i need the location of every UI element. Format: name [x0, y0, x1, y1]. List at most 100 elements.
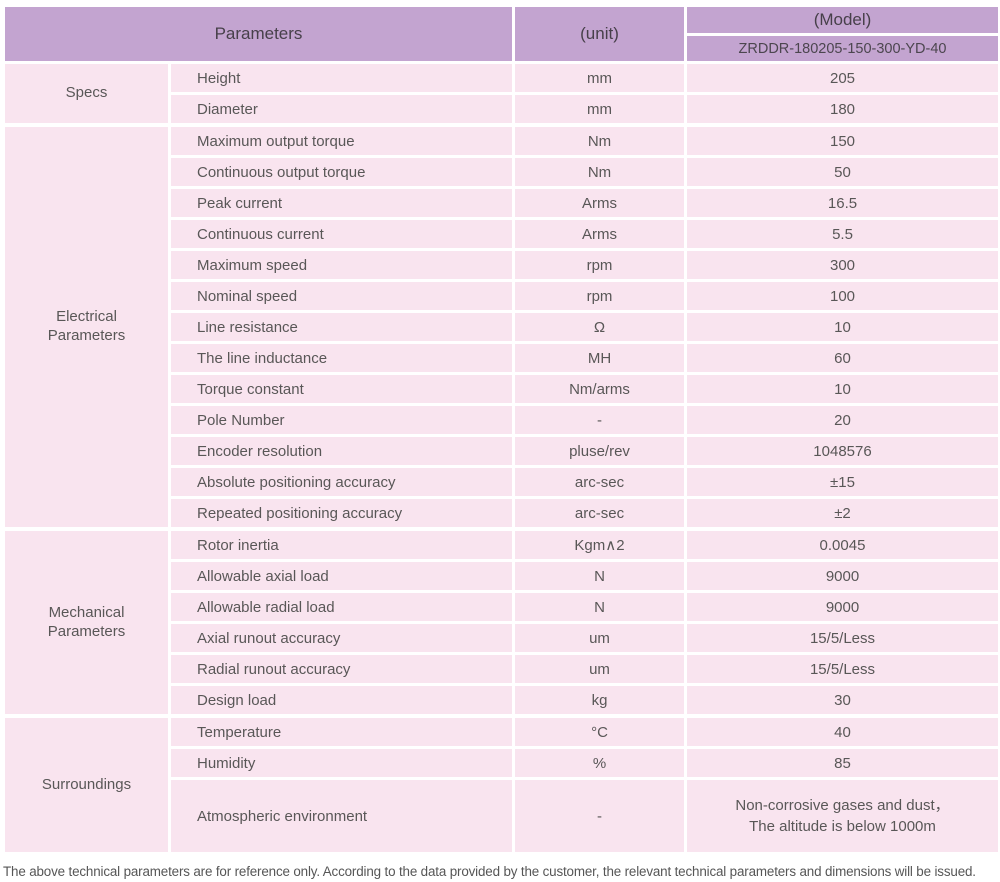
param-cell: Allowable radial load — [168, 590, 515, 624]
table-row: Repeated positioning accuracy arc-sec ±2 — [4, 496, 1000, 531]
unit-cell: Nm/arms — [512, 372, 687, 406]
unit-cell: Arms — [512, 217, 687, 251]
unit-cell: mm — [512, 92, 687, 127]
table-row: Pole Number -20 — [4, 403, 1000, 437]
value-cell: ±15 — [684, 465, 1000, 499]
table-row: Axial runout accuracy um 15/5/Less — [4, 621, 1000, 655]
table-row: Specs Height mm 205 — [2, 61, 1000, 127]
param-cell: Torque constant — [168, 372, 515, 406]
unit-cell: arc-sec — [512, 496, 687, 531]
footnote-text: The above technical parameters are for r… — [3, 864, 976, 879]
param-cell: Peak current — [168, 186, 515, 220]
value-cell: 5.5 — [684, 217, 1000, 251]
unit-cell: arc-sec — [512, 465, 687, 499]
table-body: Specs Height mm 205 Diameter mm 180 Electrical … — [2, 61, 1000, 855]
param-cell: The line inductance — [168, 341, 515, 375]
spec-sheet: Parameters (unit) (Model) ZRDDR-180205-1… — [2, 4, 1000, 879]
table-row: Continuous output torque Nm 50 — [4, 155, 1000, 189]
unit-cell: - — [512, 777, 687, 855]
table-row: Absolute positioning accuracy arc-sec ±15 — [4, 465, 1000, 499]
unit-cell: rpm — [512, 248, 687, 282]
table-row: Design load kg 30 — [4, 683, 1000, 718]
param-cell: Nominal speed — [168, 279, 515, 313]
param-cell: Allowable axial load — [168, 559, 515, 593]
value-cell: 9000 — [684, 590, 1000, 624]
table-row: Allowable axial load N 9000 — [4, 559, 1000, 593]
param-cell: Height — [168, 61, 515, 95]
value-cell: 10 — [684, 310, 1000, 344]
model-value-cell: ZRDDR-180205-150-300-YD-40 — [684, 33, 1000, 64]
table-header: Parameters (unit) (Model) ZRDDR-180205-1… — [2, 4, 1000, 64]
value-cell: 40 — [684, 714, 1000, 749]
param-cell: Line resistance — [168, 310, 515, 344]
category-cell: Electrical Parameters — [2, 123, 171, 531]
unit-cell: mm — [512, 61, 687, 95]
spec-table: Parameters (unit) (Model) ZRDDR-180205-1… — [2, 4, 1000, 855]
value-cell: 85 — [684, 746, 1000, 780]
value-cell: 50 — [684, 155, 1000, 189]
unit-cell: N — [512, 559, 687, 593]
category-cell: Mechanical Parameters — [2, 527, 171, 718]
value-cell: 15/5/Less — [684, 621, 1000, 655]
category-cell: Surroundings — [2, 714, 171, 855]
value-cell: Non-corrosive gases and dust， The altitu… — [684, 777, 1000, 855]
param-cell: Radial runout accuracy — [168, 652, 515, 686]
table-row: Humidity% 85 — [4, 746, 1000, 780]
value-cell: 30 — [684, 683, 1000, 718]
table-row: Line resistance Ω 10 — [4, 310, 1000, 344]
unit-header-cell: (unit) — [512, 4, 687, 64]
table-row: Nominal speed rpm 100 — [4, 279, 1000, 313]
param-cell: Axial runout accuracy — [168, 621, 515, 655]
param-cell: Atmospheric environment — [168, 777, 515, 855]
value-cell: 20 — [684, 403, 1000, 437]
table-row: Continuous current Arms 5.5 — [4, 217, 1000, 251]
parameters-header-cell: Parameters — [2, 4, 515, 64]
param-cell: Maximum speed — [168, 248, 515, 282]
value-cell: 180 — [684, 92, 1000, 127]
table-row: Encoder resolution pluse/rev 1048576 — [4, 434, 1000, 468]
value-cell: 10 — [684, 372, 1000, 406]
param-cell: Continuous output torque — [168, 155, 515, 189]
unit-cell: Arms — [512, 186, 687, 220]
unit-cell: um — [512, 652, 687, 686]
table-row: Atmospheric environment - Non-corrosive ga… — [4, 777, 1000, 855]
value-cell: 100 — [684, 279, 1000, 313]
param-cell: Humidity — [168, 746, 515, 780]
param-cell: Repeated positioning accuracy — [168, 496, 515, 531]
value-cell: 60 — [684, 341, 1000, 375]
unit-cell: % — [512, 746, 687, 780]
param-cell: Temperature — [168, 714, 515, 749]
unit-cell: um — [512, 621, 687, 655]
table-row: Electrical Parameters Maximum output torq… — [2, 123, 1000, 531]
value-cell: 16.5 — [684, 186, 1000, 220]
unit-cell: MH — [512, 341, 687, 375]
value-cell: 300 — [684, 248, 1000, 282]
unit-cell: kg — [512, 683, 687, 718]
table-row: Surroundings Temperature °C 40 — [2, 714, 1000, 855]
value-cell: 205 — [684, 61, 1000, 95]
param-cell: Maximum output torque — [168, 123, 515, 158]
header-row-2: ZRDDR-180205-150-300-YD-40 — [4, 33, 1000, 64]
table-row: Peak current Arms 16.5 — [4, 186, 1000, 220]
param-cell: Diameter — [168, 92, 515, 127]
unit-cell: N — [512, 590, 687, 624]
unit-cell: Nm — [512, 155, 687, 189]
unit-cell: pluse/rev — [512, 434, 687, 468]
unit-cell: Ω — [512, 310, 687, 344]
param-cell: Rotor inertia — [168, 527, 515, 562]
value-cell: ±2 — [684, 496, 1000, 531]
table-row: Mechanical Parameters Rotor inertia Kgm∧2 0… — [2, 527, 1000, 718]
param-cell: Encoder resolution — [168, 434, 515, 468]
table-row: Allowable radial load N 9000 — [4, 590, 1000, 624]
param-cell: Continuous current — [168, 217, 515, 251]
param-cell: Absolute positioning accuracy — [168, 465, 515, 499]
table-row: Diameter mm 180 — [4, 92, 1000, 127]
unit-cell: Kgm∧2 — [512, 527, 687, 562]
header-row-1: Parameters (unit) (Model) — [2, 4, 1000, 64]
param-cell: Pole Number — [168, 403, 515, 437]
category-cell: Specs — [2, 61, 171, 127]
unit-cell: rpm — [512, 279, 687, 313]
unit-cell: °C — [512, 714, 687, 749]
value-cell: 0.0045 — [684, 527, 1000, 562]
unit-cell: - — [512, 403, 687, 437]
